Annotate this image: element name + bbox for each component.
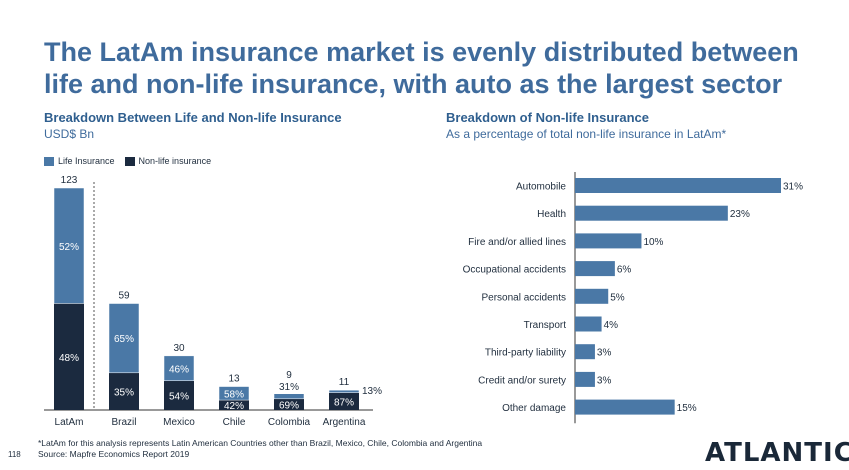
life-pct-label: 13% [362, 386, 382, 397]
bar-life-latam [53, 187, 85, 304]
hbar-value-label: 3% [597, 348, 612, 359]
bar-nonlife-brazil [109, 372, 139, 410]
hbar-category-label: Automobile [516, 182, 566, 193]
hbar-value-label: 15% [677, 403, 697, 414]
nonlife-pct-label: 35% [114, 387, 134, 398]
hbar-category-label: Transport [524, 320, 567, 331]
legend-label-life: Life Insurance [58, 156, 115, 166]
source-note: Source: Mapfre Economics Report 2019 [38, 449, 190, 459]
chart-legend: Life Insurance Non-life insurance [44, 156, 211, 166]
category-label: Argentina [323, 417, 366, 428]
life-pct-label: 52% [59, 242, 79, 253]
total-label: 11 [339, 377, 350, 388]
legend-swatch-life [44, 156, 54, 166]
hbar-category-label: Occupational accidents [463, 265, 566, 276]
bar-nonlife-chile [219, 400, 249, 410]
hbar-category-label: Credit and/or surety [478, 375, 566, 386]
hbar [575, 316, 602, 332]
life-pct-label: 58% [224, 389, 244, 400]
hbar-category-label: Personal accidents [482, 292, 567, 303]
hbar [575, 371, 595, 387]
hbar-category-label: Other damage [502, 403, 566, 414]
legend-label-nonlife: Non-life insurance [138, 156, 212, 166]
hbar [575, 344, 595, 360]
category-label: Colombia [268, 417, 311, 428]
nonlife-pct-label: 54% [169, 391, 189, 402]
footer-notes: *LatAm for this analysis represents Lati… [38, 438, 482, 460]
footnote: *LatAm for this analysis represents Lati… [38, 438, 483, 448]
right-chart-title: Breakdown of Non-life Insurance [446, 110, 649, 125]
total-label: 13 [228, 374, 240, 385]
category-label: Brazil [111, 417, 136, 428]
hbar [575, 205, 728, 221]
bar-life-colombia [273, 393, 305, 400]
nonlife-pct-label: 48% [59, 353, 79, 364]
bar-nonlife-argentina [329, 392, 359, 410]
nonlife-pct-label: 42% [224, 401, 244, 412]
bar-nonlife-colombia [274, 398, 304, 410]
hbar-value-label: 31% [783, 182, 803, 193]
hbar-value-label: 3% [597, 375, 612, 386]
life-pct-label: 31% [279, 382, 299, 393]
page-title: The LatAm insurance market is evenly dis… [44, 37, 799, 99]
hbar-category-label: Third-party liability [485, 348, 566, 359]
hbar [575, 233, 642, 249]
hbar [575, 288, 609, 304]
total-label: 9 [286, 370, 292, 381]
left-chart-title: Breakdown Between Life and Non-life Insu… [44, 110, 342, 125]
hbar-category-label: Fire and/or allied lines [468, 237, 566, 248]
hbar [575, 178, 781, 193]
life-pct-label: 65% [114, 334, 134, 345]
bar-life-argentina [328, 389, 360, 393]
bar-life-brazil [108, 303, 140, 374]
hbar [575, 261, 615, 277]
bar-life-mexico [163, 355, 195, 382]
hbar-value-label: 4% [604, 320, 619, 331]
bar-nonlife-latam [54, 303, 84, 410]
nonlife-pct-label: 87% [334, 397, 354, 408]
hbar-category-label: Health [537, 209, 566, 220]
total-label: 30 [173, 343, 185, 354]
category-label: Mexico [163, 417, 195, 428]
total-label: 123 [61, 175, 78, 186]
nonlife-pct-label: 69% [279, 400, 299, 411]
hbar-value-label: 23% [730, 209, 750, 220]
page-number: 118 [8, 450, 21, 459]
legend-swatch-nonlife [124, 156, 135, 166]
total-label: 59 [118, 291, 130, 302]
left-chart-subtitle: USD$ Bn [44, 127, 95, 141]
life-pct-label: 46% [169, 364, 189, 375]
hbar [575, 399, 675, 415]
hbar-value-label: 10% [643, 237, 663, 248]
bar-nonlife-mexico [164, 380, 194, 410]
atlantico-logo: ATLANTICO [705, 438, 849, 468]
bar-life-chile [218, 386, 250, 401]
right-chart-subtitle: As a percentage of total non-life insura… [446, 127, 727, 141]
category-label: LatAm [55, 417, 84, 428]
category-label: Chile [223, 417, 246, 428]
hbar-value-label: 5% [610, 292, 625, 303]
hbar-value-label: 6% [617, 265, 632, 276]
